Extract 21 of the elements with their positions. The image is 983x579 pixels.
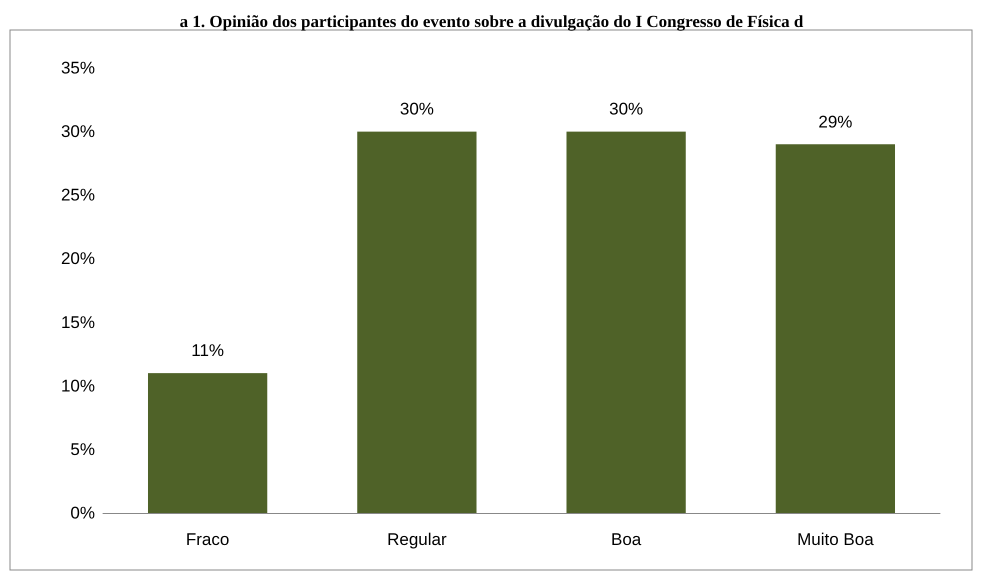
y-tick-label: 35% bbox=[60, 58, 95, 78]
y-tick-label: 30% bbox=[60, 122, 95, 142]
y-tick-label: 10% bbox=[60, 376, 95, 396]
y-tick-label: 0% bbox=[70, 504, 95, 522]
bar bbox=[148, 373, 268, 513]
x-tick-label: Regular bbox=[387, 530, 447, 549]
x-tick-label: Muito Boa bbox=[797, 530, 874, 549]
chart-title: a 1. Opinião dos participantes do evento sobre a divulgação do I Congresso de Física d bbox=[180, 12, 804, 31]
data-label: 30% bbox=[400, 100, 434, 119]
bar bbox=[357, 132, 477, 513]
bar bbox=[776, 144, 896, 513]
y-tick-label: 20% bbox=[60, 249, 95, 268]
data-label: 30% bbox=[609, 100, 644, 119]
data-label: 29% bbox=[818, 112, 852, 132]
bar bbox=[566, 132, 686, 513]
x-tick-label: Boa bbox=[611, 530, 642, 549]
data-label: 11% bbox=[191, 341, 224, 360]
y-tick-label: 25% bbox=[60, 186, 95, 205]
y-tick-label: 5% bbox=[70, 440, 95, 459]
x-tick-label: Fraco bbox=[186, 530, 230, 549]
y-tick-label: 15% bbox=[60, 312, 95, 332]
